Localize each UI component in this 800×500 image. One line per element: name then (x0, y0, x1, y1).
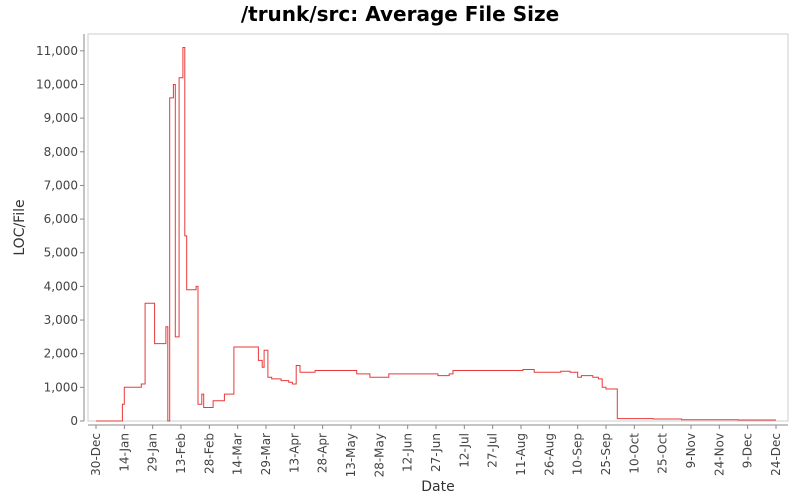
x-tick-label: 29-Jan (146, 433, 160, 472)
chart-title: /trunk/src: Average File Size (240, 2, 560, 26)
x-tick-label: 14-Jan (117, 433, 131, 472)
x-tick-label: 9-Nov (684, 433, 698, 468)
x-tick-label: 13-Feb (174, 433, 188, 474)
x-tick-label: 25-Oct (656, 433, 670, 474)
x-tick-label: 12-Jun (401, 433, 415, 472)
y-tick-label: 8,000 (44, 145, 78, 159)
x-tick-label: 24-Nov (712, 433, 726, 476)
plot-frame (87, 33, 789, 422)
y-tick-label: 3,000 (44, 313, 78, 327)
y-tick-label: 9,000 (44, 111, 78, 125)
x-tick-label: 28-May (372, 433, 386, 477)
x-tick-label: 30-Dec (89, 433, 103, 476)
x-tick-label: 10-Sep (571, 433, 585, 475)
x-tick-label: 24-Dec (769, 433, 783, 476)
y-tick-label: 1,000 (44, 380, 78, 394)
x-tick-label: 11-Aug (514, 433, 528, 476)
x-tick-label: 28-Apr (316, 433, 330, 473)
y-tick-label: 0 (70, 414, 78, 428)
x-tick-label: 9-Dec (741, 433, 755, 468)
x-tick-label: 10-Oct (627, 433, 641, 474)
y-tick-label: 4,000 (44, 279, 78, 293)
series-line (96, 47, 776, 422)
x-axis-label: Date (421, 479, 454, 495)
x-tick-label: 14-Mar (231, 433, 245, 475)
x-tick-label: 13-May (344, 433, 358, 477)
y-axis-label: LOC/File (12, 199, 28, 255)
x-axis-ticks: 30-Dec 14-Jan 29-Jan 13-Feb 28-Feb 14-Mar 29-M… (89, 425, 783, 477)
x-tick-label: 13-Apr (287, 433, 301, 473)
y-axis-ticks: 0 1,000 2,000 3,000 4,000 5,000 6,000 7,000 8,00… (36, 44, 84, 428)
y-tick-label: 10,000 (36, 77, 78, 91)
y-tick-label: 7,000 (44, 178, 78, 192)
x-tick-label: 29-Mar (259, 433, 273, 475)
x-tick-label: 12-Jul (457, 433, 471, 468)
plot-area (83, 33, 789, 426)
x-tick-label: 26-Aug (542, 433, 556, 476)
x-tick-label: 28-Feb (202, 433, 216, 474)
x-tick-label: 25-Sep (599, 433, 613, 475)
x-tick-label: 27-Jun (429, 433, 443, 472)
y-tick-label: 11,000 (36, 44, 78, 58)
x-tick-label: 27-Jul (486, 433, 500, 468)
y-tick-label: 5,000 (44, 246, 78, 260)
y-tick-label: 2,000 (44, 347, 78, 361)
y-tick-label: 6,000 (44, 212, 78, 226)
